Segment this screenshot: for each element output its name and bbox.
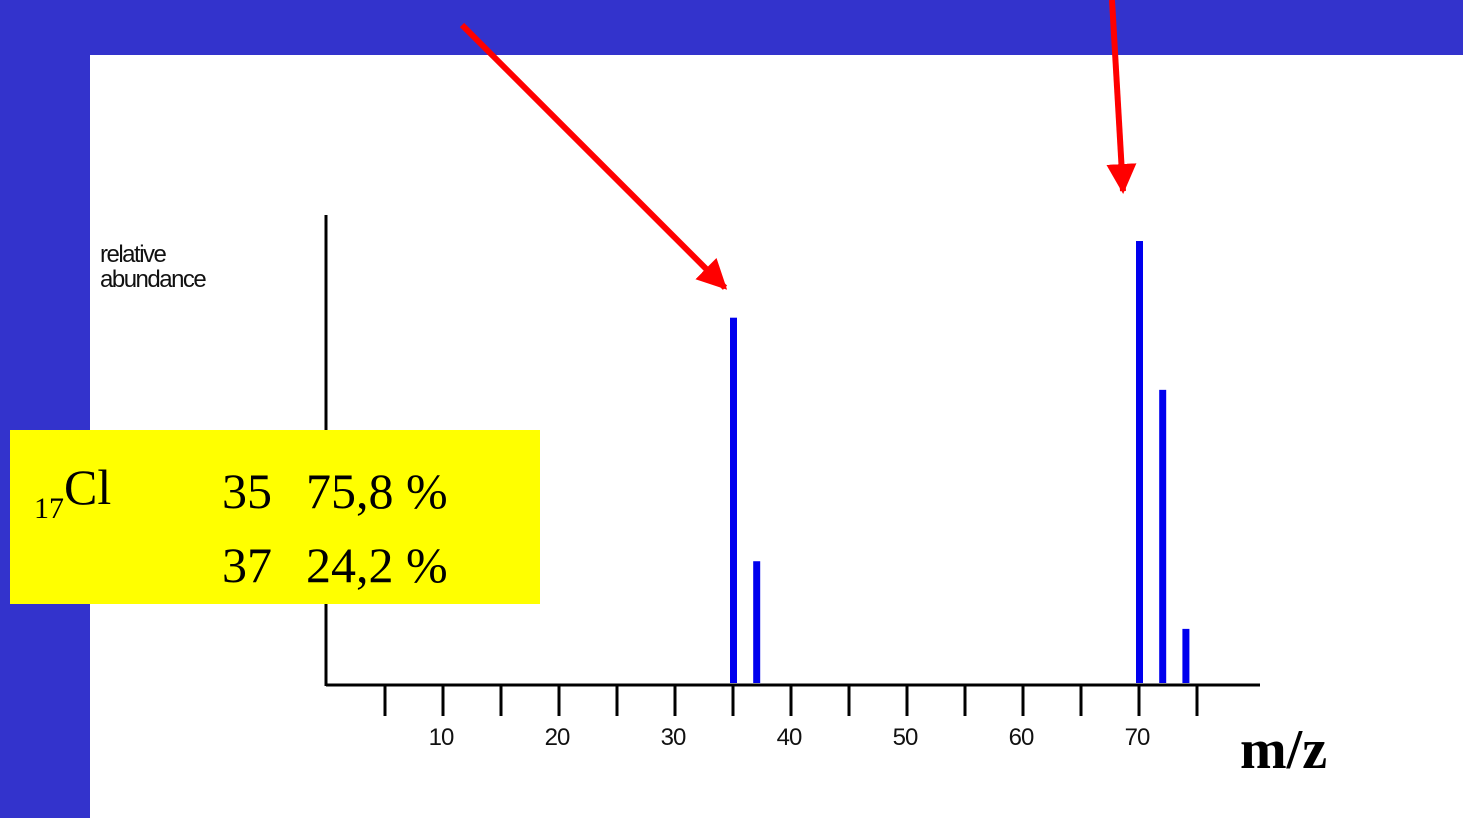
x-tick-label: 30	[661, 724, 686, 751]
x-axis-label: m/z	[1240, 719, 1328, 781]
isotope-mass: 37	[222, 537, 272, 593]
isotope-abundance: 24,2 %	[306, 537, 448, 593]
pointer-arrow	[1106, 0, 1137, 195]
spectrum-bar	[1136, 241, 1143, 683]
x-tick-label: 70	[1125, 724, 1150, 751]
spectrum-bar	[753, 561, 761, 683]
element-symbol: 17Cl	[34, 459, 112, 524]
pointer-arrow	[459, 22, 728, 290]
isotope-abundance: 75,8 %	[306, 463, 448, 519]
y-axis-label: relative abundance	[100, 241, 207, 293]
isotope-mass: 35	[222, 463, 272, 519]
atomic-number: 17	[34, 492, 64, 525]
x-tick-label: 40	[777, 724, 802, 751]
element-name: Cl	[64, 459, 112, 515]
spectrum-bar	[1182, 628, 1190, 683]
spectrum-bar	[730, 317, 737, 683]
isotope-row: 35 75,8 %	[222, 466, 448, 516]
x-tick-label: 20	[545, 724, 570, 751]
x-tick-label: 60	[1009, 724, 1034, 751]
spectrum-bar	[1159, 389, 1167, 683]
isotope-info-box: 17Cl 35 75,8 % 37 24,2 %	[10, 430, 540, 604]
x-tick-label: 10	[429, 724, 454, 751]
isotope-row: 37 24,2 %	[222, 540, 448, 590]
x-tick-label: 50	[893, 724, 918, 751]
